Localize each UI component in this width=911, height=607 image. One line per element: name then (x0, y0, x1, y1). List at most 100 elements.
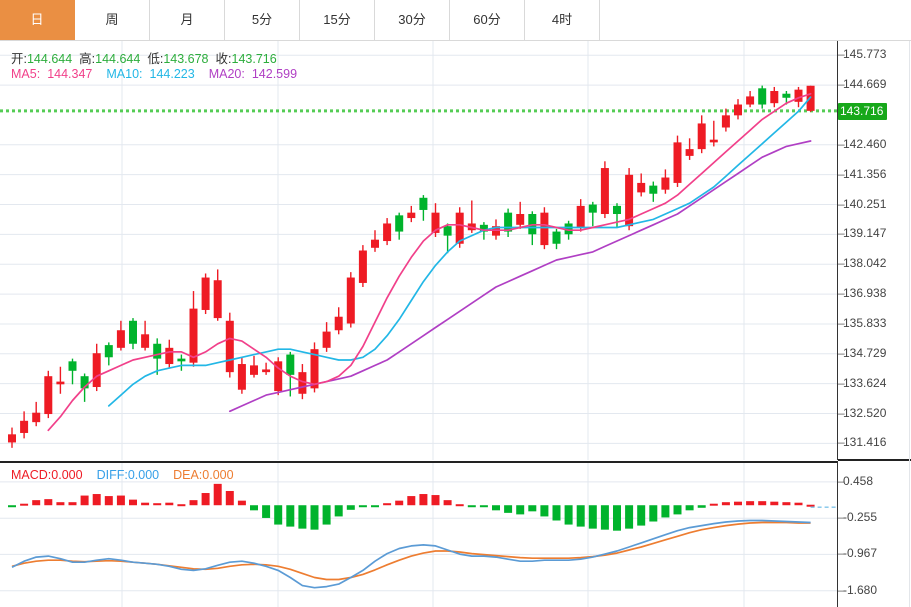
macd-bar (383, 503, 392, 506)
macd-bar (358, 505, 367, 508)
macd-panel[interactable]: MACD:0.000 DIFF:0.000 DEA:0.000 (0, 461, 838, 607)
macd-bar (56, 502, 65, 506)
candle-body (661, 177, 670, 190)
price-axis-tick-label: 140.251 (843, 196, 887, 211)
candle-body (794, 89, 803, 102)
candle-body (540, 212, 549, 246)
tab-1[interactable]: 周 (75, 0, 150, 40)
candle-body (552, 231, 561, 244)
macd-bar (540, 505, 549, 517)
macd-bar (806, 504, 815, 507)
macd-bar (443, 500, 452, 506)
macd-bar (576, 505, 585, 527)
tab-6[interactable]: 60分 (450, 0, 525, 40)
candle-body (371, 239, 379, 248)
macd-axis-tick: –-0.255 (838, 510, 878, 525)
tab-3[interactable]: 5分 (225, 0, 300, 40)
price-axis-tick-label: 138.042 (843, 256, 887, 271)
macd-bar (455, 504, 464, 507)
candle-body (56, 381, 65, 385)
macd-axis-tick-label: -0.255 (843, 510, 878, 525)
price-axis-tick-label: 132.520 (843, 405, 887, 420)
tab-5[interactable]: 30分 (375, 0, 450, 40)
macd-bar (588, 505, 597, 529)
tab-bar-filler (600, 0, 911, 40)
price-axis-tick-label: 145.773 (843, 47, 887, 62)
candle-body (383, 223, 392, 242)
macd-bar (310, 505, 319, 530)
macd-bar (564, 505, 573, 525)
macd-axis-tick: –-1.680 (838, 582, 878, 597)
macd-bar (371, 505, 379, 508)
candle-body (782, 93, 791, 98)
price-axis-tick: –141.356 (838, 166, 887, 181)
macd-bar (528, 505, 537, 512)
price-candlestick-panel[interactable] (0, 41, 838, 460)
candle-body (237, 364, 246, 390)
tab-4[interactable]: 15分 (300, 0, 375, 40)
macd-bar (104, 496, 113, 506)
price-axis-tick: –140.251 (838, 196, 887, 211)
macd-value: 0.000 (51, 468, 83, 482)
price-axis-tick-label: 131.416 (843, 435, 887, 450)
candle-body (504, 212, 513, 232)
candle-body (613, 205, 621, 215)
candle-body (419, 197, 428, 210)
macd-axis-tick: –-0.967 (838, 546, 878, 561)
candle-body (758, 88, 767, 105)
price-axis-tick: –136.938 (838, 286, 887, 301)
price-axis-tick-label: 134.729 (843, 345, 887, 360)
macd-chart-svg (0, 463, 837, 607)
macd-bar (250, 505, 258, 511)
price-axis-tick: –145.773 (838, 47, 887, 62)
price-axis-tick: –135.833 (838, 315, 887, 330)
macd-bar (262, 505, 271, 518)
candle-body (346, 277, 355, 324)
macd-bar (129, 499, 137, 506)
macd-bar (213, 483, 222, 506)
macd-bar (177, 504, 186, 507)
price-axis-tick: –144.669 (838, 77, 887, 92)
macd-bar (237, 500, 246, 506)
price-axis-tick-label: 135.833 (843, 315, 887, 330)
macd-bar (492, 505, 500, 511)
macd-bar (697, 505, 706, 508)
price-axis-tick-label: 141.356 (843, 166, 887, 181)
macd-bar (274, 505, 283, 525)
candle-body (262, 369, 271, 373)
timeframe-tab-bar: 日周月 5分 15分 30分 60分 4时 (0, 0, 911, 41)
diff-value: 0.000 (127, 468, 160, 482)
macd-bar (407, 496, 416, 506)
macd-bar (504, 505, 513, 513)
tab-0[interactable]: 日 (0, 0, 75, 40)
candle-body (358, 250, 367, 283)
macd-bar (419, 494, 428, 506)
tab-2[interactable]: 月 (150, 0, 225, 40)
candle-body (649, 185, 658, 194)
diff-line (11, 519, 811, 589)
candle-body (310, 349, 319, 389)
macd-bar (685, 505, 694, 511)
macd-bar (516, 505, 525, 515)
macd-bar (20, 503, 29, 506)
macd-bar (165, 502, 174, 506)
candle-body (286, 354, 295, 375)
candlestick-series (8, 85, 815, 448)
candle-body (455, 212, 464, 244)
macd-bar (613, 505, 621, 531)
price-axis-tick-label: 142.460 (843, 136, 887, 151)
candle-body (431, 212, 440, 233)
candle-body (395, 215, 404, 232)
price-axis-tick: –138.042 (838, 256, 887, 271)
candle-body (213, 280, 222, 319)
macd-bar (322, 505, 331, 525)
candle-body (625, 174, 634, 227)
tab-7[interactable]: 4时 (525, 0, 600, 40)
dea-value: 0.000 (202, 468, 234, 482)
price-axis-tick: –139.147 (838, 226, 887, 241)
macd-bar (552, 505, 561, 521)
dea-label: DEA: (173, 468, 203, 482)
candle-body (129, 320, 137, 344)
ma10-line (107, 96, 812, 407)
candle-body (721, 115, 730, 128)
